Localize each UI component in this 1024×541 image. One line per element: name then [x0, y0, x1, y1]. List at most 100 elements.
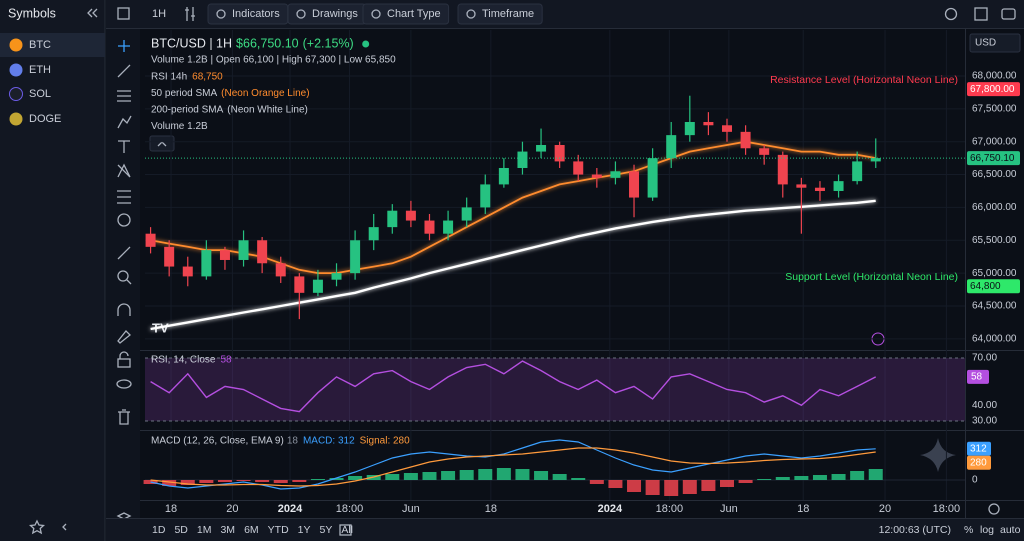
- histogram-bar: [162, 480, 177, 486]
- range-button[interactable]: 3M: [220, 524, 235, 536]
- histogram-bar: [143, 480, 158, 484]
- fullscreen-icon[interactable]: [974, 7, 988, 21]
- range-button[interactable]: 1D: [152, 524, 166, 536]
- x-tick-label: 20: [879, 503, 891, 515]
- symbol[interactable]: BTC: [29, 39, 51, 51]
- candle-body: [721, 125, 732, 132]
- snapshot-icon[interactable]: [1001, 8, 1016, 20]
- calendar-icon[interactable]: [339, 524, 352, 536]
- layout-icon[interactable]: [117, 7, 130, 20]
- legend-text: Volume 1.2B: [151, 121, 208, 132]
- ohlc-info: Volume 1.2B | Open 66,100 | High 67,300 …: [151, 55, 396, 66]
- candles-icon[interactable]: [185, 7, 195, 21]
- price: $66,750.10: [236, 36, 299, 50]
- y-tick-label: 70.00: [972, 353, 997, 364]
- legend-note: 68,750: [192, 72, 223, 83]
- scale-option[interactable]: auto: [1000, 524, 1021, 536]
- histogram-bar: [180, 480, 195, 485]
- range-button[interactable]: All: [341, 524, 353, 536]
- currency[interactable]: USD: [975, 38, 996, 49]
- rsi-axis-value: 58: [971, 372, 983, 383]
- currency-box[interactable]: [969, 33, 1021, 53]
- y-tick-label: 67,000.00: [972, 136, 1017, 147]
- favorites-icon[interactable]: [28, 519, 46, 535]
- legend-series: 200-period SMA: [151, 105, 224, 116]
- candle-body: [647, 158, 658, 198]
- candle-body: [684, 121, 695, 136]
- range-button[interactable]: 1M: [197, 524, 212, 536]
- candle-body: [312, 279, 323, 293]
- macd-box: [967, 455, 991, 470]
- doge-icon: [9, 112, 23, 126]
- x-tick-label: 18: [797, 503, 809, 515]
- range-button[interactable]: 6M: [244, 524, 259, 536]
- symbol-row[interactable]: BTC: [9, 38, 52, 52]
- sma-line: [150, 140, 876, 274]
- level-price-label: 64,800: [970, 281, 1001, 292]
- x-tick-label: 20: [226, 503, 238, 515]
- histogram-bar: [441, 471, 456, 480]
- symbol[interactable]: ETH: [29, 64, 51, 76]
- y-tick-label: 65,000.00: [972, 268, 1017, 279]
- symbol[interactable]: DOGE: [29, 113, 61, 125]
- histogram-bar: [757, 479, 772, 480]
- scale-option[interactable]: log: [980, 524, 994, 536]
- collapse-icon[interactable]: [87, 8, 98, 18]
- toolbar-button[interactable]: [362, 3, 450, 25]
- rsi-band: [145, 357, 965, 422]
- candle-body: [480, 184, 491, 208]
- rsi-box: [967, 369, 989, 384]
- range-button[interactable]: 5Y: [320, 524, 333, 536]
- symbol-row[interactable]: ETH: [9, 63, 52, 77]
- level-price-label: 67,800.00: [970, 84, 1015, 95]
- histogram-bar: [534, 471, 549, 480]
- button-icon: [296, 9, 306, 19]
- sma-line: [150, 199, 876, 331]
- sidebar-title: Symbols: [8, 6, 56, 20]
- histogram-bar: [422, 472, 437, 480]
- toolbar-buttons: Indicators Drawings Chart Type Timeframe: [207, 3, 543, 25]
- symbol-row[interactable]: DOGE: [9, 112, 62, 126]
- settings-icon[interactable]: [944, 7, 958, 21]
- legend-series: 50 period SMA: [151, 88, 217, 99]
- candle-body: [703, 121, 714, 126]
- y-tick-label: 30.00: [972, 416, 997, 427]
- histogram-bar: [236, 480, 251, 481]
- symbol-row[interactable]: SOL: [9, 87, 52, 101]
- candle-body: [424, 220, 435, 234]
- candle-body: [554, 144, 565, 162]
- collapse-legend[interactable]: [149, 135, 175, 152]
- scale-option[interactable]: %: [964, 524, 973, 536]
- toolbar-button[interactable]: [457, 3, 543, 25]
- candle-body: [368, 227, 379, 241]
- button-icon: [216, 9, 226, 19]
- histogram-bar: [403, 473, 418, 480]
- histogram-bar: [385, 474, 400, 480]
- level-price-box: [967, 82, 1020, 97]
- hide-icon[interactable]: [62, 523, 67, 531]
- macd-title: MACD (12, 26, Close, EMA 9): [151, 436, 284, 447]
- range-button[interactable]: 1Y: [298, 524, 311, 536]
- y-tick-label: 64,000.00: [972, 333, 1017, 344]
- candle-body: [182, 266, 193, 277]
- change: (+2.15%): [303, 36, 354, 50]
- macd-axis-value: 280: [970, 457, 987, 468]
- tool-column: [106, 29, 140, 541]
- macd-note: 18: [287, 436, 299, 447]
- candle-body: [796, 184, 807, 188]
- interval[interactable]: 1H: [152, 8, 166, 20]
- histogram-bar: [608, 480, 623, 488]
- drawing-tools[interactable]: [116, 40, 132, 524]
- candle-body: [777, 154, 788, 185]
- symbol[interactable]: SOL: [29, 88, 51, 100]
- range-button[interactable]: 5D: [174, 524, 188, 536]
- axis-settings[interactable]: [988, 503, 1000, 515]
- y-tick-label: 66,000.00: [972, 202, 1017, 213]
- button-label: Drawings: [312, 8, 358, 20]
- y-tick-label: 40.00: [972, 400, 997, 411]
- rsi-value: 58: [220, 355, 232, 366]
- candle-body: [387, 210, 398, 228]
- range-button[interactable]: YTD: [268, 524, 289, 536]
